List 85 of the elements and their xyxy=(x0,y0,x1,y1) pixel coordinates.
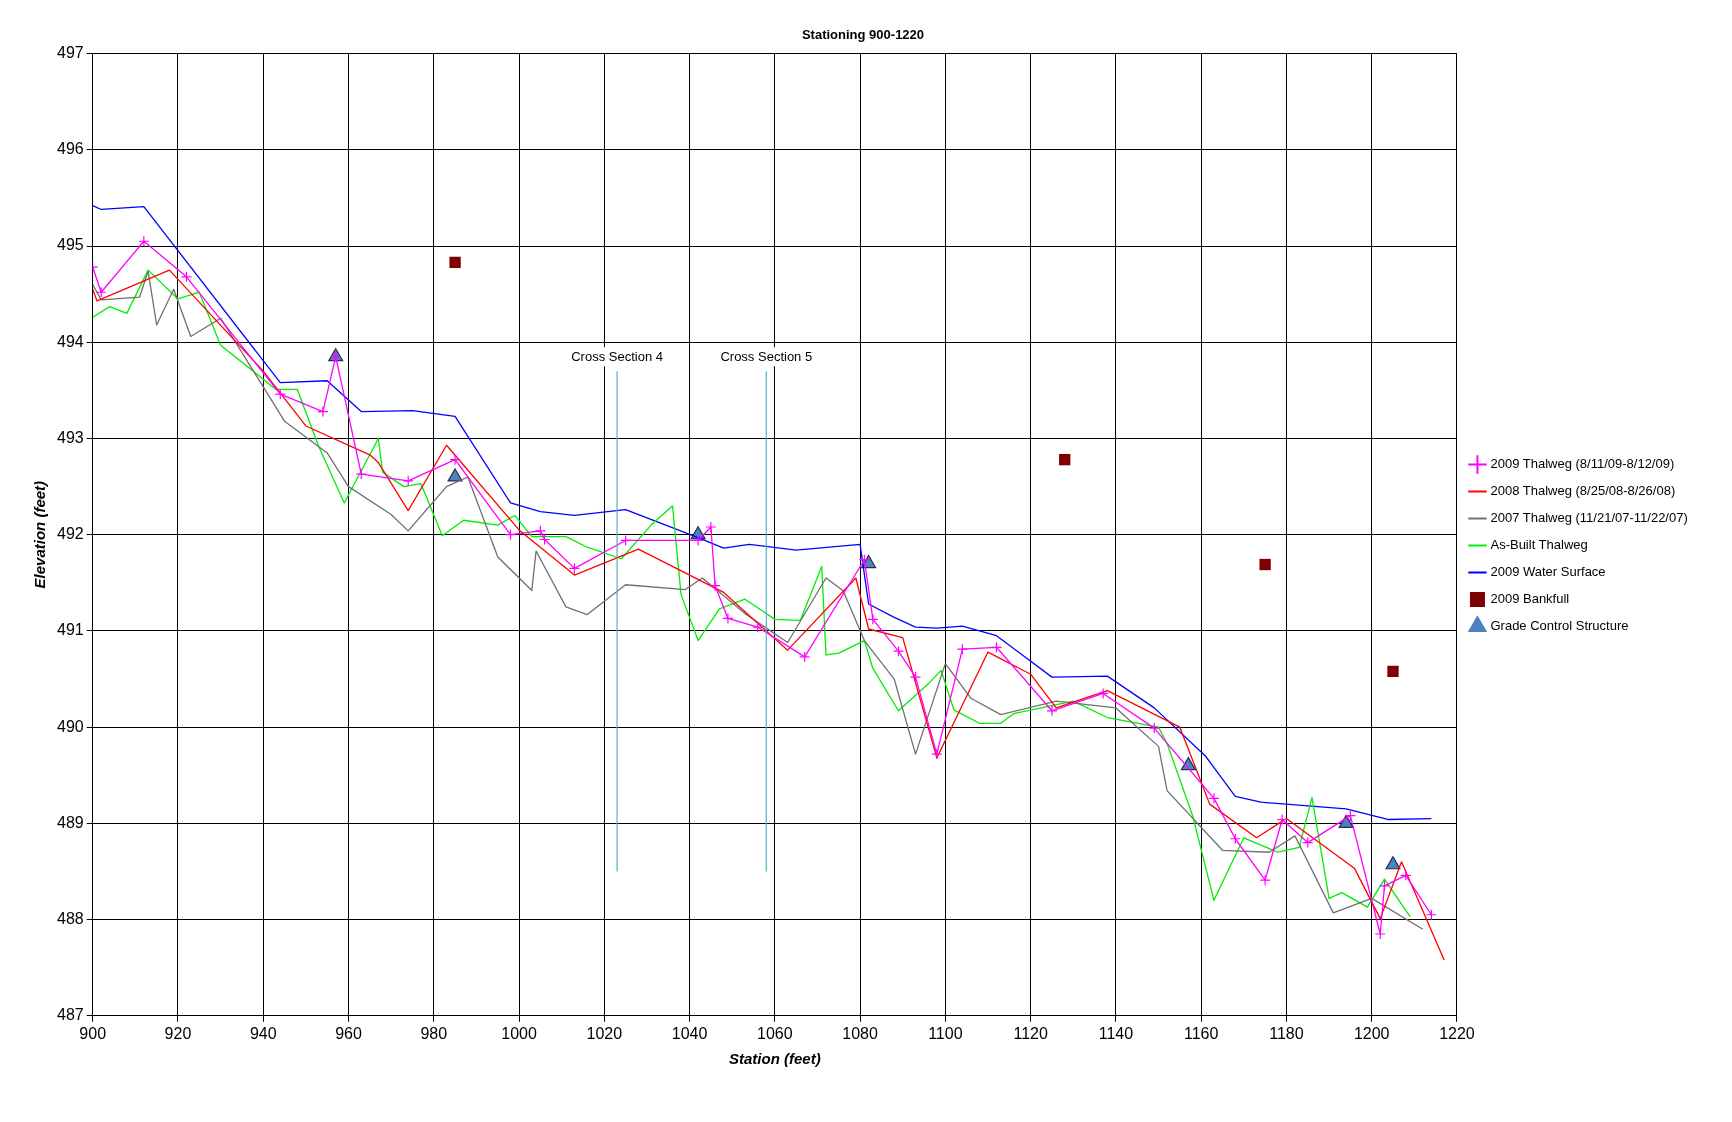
legend-label: 2007 Thalweg (11/21/07-11/22/07) xyxy=(1490,510,1688,526)
x-tick-label: 1100 xyxy=(928,1024,963,1042)
x-tick-label: 940 xyxy=(249,1024,277,1042)
x-tick-label: 1160 xyxy=(1183,1024,1219,1042)
legend-label: Grade Control Structure xyxy=(1490,618,1629,634)
point xyxy=(449,454,461,466)
point xyxy=(858,554,870,566)
legend-label: 2009 Bankfull xyxy=(1490,591,1570,607)
point xyxy=(95,286,107,298)
legend-label: As-Built Thalweg xyxy=(1490,537,1588,553)
point xyxy=(1344,810,1356,822)
point xyxy=(990,641,1003,653)
y-tick-label: 497 xyxy=(56,44,84,62)
point xyxy=(568,562,581,574)
x-tick-label: 960 xyxy=(335,1024,362,1042)
y-tick-label: 491 xyxy=(56,621,84,639)
point xyxy=(1385,856,1401,870)
point xyxy=(274,388,286,400)
x-tick-label: 980 xyxy=(420,1024,448,1042)
x-axis-title: Station (feet) xyxy=(728,1050,821,1068)
ref-line-label: Cross Section 5 xyxy=(720,349,813,365)
y-tick-label: 489 xyxy=(56,813,84,831)
point xyxy=(138,235,150,247)
point xyxy=(1208,792,1220,804)
x-tick-label: 1180 xyxy=(1269,1024,1304,1042)
point xyxy=(1097,687,1109,700)
point xyxy=(1059,453,1071,466)
y-tick-label: 488 xyxy=(56,909,84,927)
legend-label: 2008 Thalweg (8/25/08-8/26/08) xyxy=(1490,483,1676,499)
y-tick-label: 495 xyxy=(56,236,84,254)
chart-title: Stationing 900-1220 xyxy=(801,27,925,43)
x-tick-label: 1080 xyxy=(842,1024,878,1042)
point xyxy=(931,748,943,760)
point xyxy=(402,475,414,487)
point xyxy=(709,580,721,592)
x-tick-label: 1060 xyxy=(757,1024,793,1042)
point xyxy=(892,645,905,657)
point xyxy=(799,651,811,663)
y-tick-label: 487 xyxy=(56,1006,84,1024)
point xyxy=(539,533,551,546)
legend-label: 2009 Water Surface xyxy=(1490,564,1606,580)
x-tick-label: 1040 xyxy=(671,1024,708,1042)
point xyxy=(447,468,463,482)
y-tick-label: 496 xyxy=(56,140,84,158)
point xyxy=(722,612,734,625)
ref-line-label: Cross Section 4 xyxy=(571,349,663,365)
point xyxy=(1148,722,1160,734)
point xyxy=(1302,837,1314,849)
y-tick-label: 492 xyxy=(56,525,84,543)
point xyxy=(355,468,367,480)
point xyxy=(1229,833,1241,845)
point xyxy=(705,521,717,533)
y-axis-title: Elevation (feet) xyxy=(31,480,49,589)
point xyxy=(1387,665,1399,677)
y-tick-label: 493 xyxy=(56,428,84,446)
point xyxy=(1400,869,1412,881)
x-tick-label: 900 xyxy=(79,1024,107,1042)
point xyxy=(1276,813,1288,826)
point xyxy=(1374,928,1386,940)
point xyxy=(909,671,922,683)
point xyxy=(752,621,764,633)
x-tick-label: 1020 xyxy=(586,1024,623,1042)
point xyxy=(504,529,517,541)
x-tick-label: 1000 xyxy=(501,1024,537,1042)
point xyxy=(449,256,461,269)
x-tick-label: 920 xyxy=(164,1024,192,1042)
point xyxy=(534,525,546,537)
point xyxy=(1259,874,1271,886)
x-tick-label: 1120 xyxy=(1013,1024,1048,1042)
point xyxy=(1378,880,1391,892)
legend-label: 2009 Thalweg (8/11/09-8/12/09) xyxy=(1490,456,1675,472)
point xyxy=(692,534,704,547)
point xyxy=(1046,705,1058,717)
point xyxy=(317,405,329,418)
y-tick-label: 490 xyxy=(56,717,84,735)
point xyxy=(620,534,632,547)
point xyxy=(180,271,193,283)
point xyxy=(867,613,879,625)
point xyxy=(1259,558,1271,571)
point xyxy=(956,643,969,655)
x-tick-label: 1200 xyxy=(1353,1024,1390,1042)
point xyxy=(1425,909,1437,921)
x-tick-label: 1140 xyxy=(1098,1024,1134,1042)
x-tick-label: 1220 xyxy=(1439,1024,1475,1042)
y-tick-label: 494 xyxy=(56,332,84,350)
